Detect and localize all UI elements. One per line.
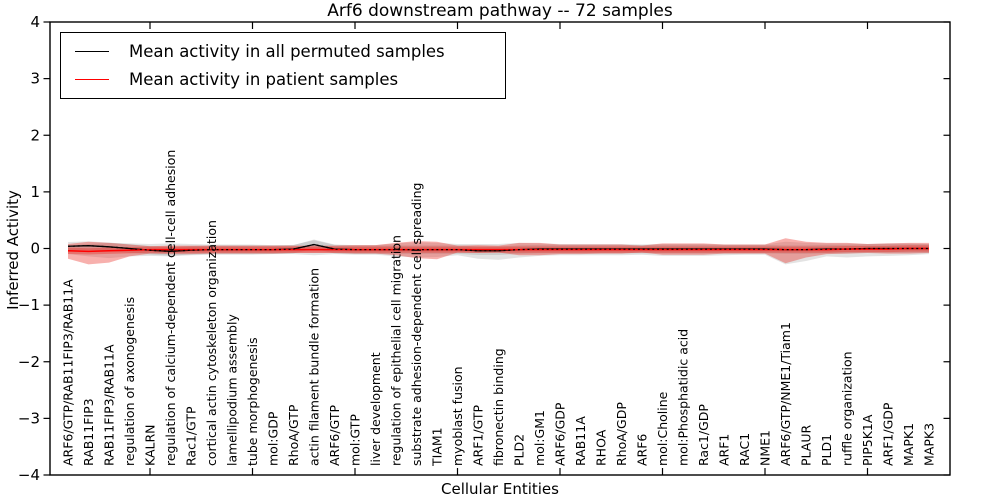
permuted-band-outer — [68, 239, 929, 265]
x-category-label: ARF6/GTP — [327, 405, 342, 466]
x-axis-label: Cellular Entities — [441, 480, 559, 498]
x-category-label: regulation of epithelial cell migration — [389, 235, 404, 466]
x-category-label: lamellipodium assembly — [225, 314, 240, 466]
x-category-label: regulation of axonogenesis — [122, 297, 137, 466]
legend-line-black — [75, 51, 109, 52]
x-category-label: actin filament bundle formation — [307, 268, 322, 466]
x-category-label: ARF6 — [635, 434, 650, 466]
y-tick-label: −1 — [18, 296, 40, 314]
x-category-label: PLD1 — [819, 434, 834, 466]
x-category-label: MAPK1 — [901, 423, 916, 466]
y-tick-label: 2 — [30, 126, 40, 144]
y-tick-label: 4 — [30, 13, 40, 31]
x-category-label: regulation of calcium-dependent cell-cel… — [163, 150, 178, 466]
x-category-label: PLAUR — [799, 425, 814, 466]
x-category-label: KALRN — [143, 424, 158, 466]
x-category-label: liver development — [368, 352, 383, 466]
legend-label-patient: Mean activity in patient samples — [129, 70, 399, 89]
y-tick-label: 1 — [30, 183, 40, 201]
x-category-label: Rac1/GTP — [184, 406, 199, 466]
x-category-label: RHOA — [594, 429, 609, 466]
x-category-label: mol:GDP — [266, 411, 281, 466]
x-category-label: mol:GM1 — [532, 410, 547, 466]
x-category-label: ARF1 — [717, 434, 732, 466]
x-category-label: ARF6/GTP/RAB11FIP3/RAB11A — [61, 279, 76, 466]
x-category-label: mol:GTP — [348, 414, 363, 466]
x-category-label: Rac1/GDP — [696, 404, 711, 466]
x-category-label: TIAM1 — [430, 427, 445, 467]
x-category-label: cortical actin cytoskeleton organization — [204, 220, 219, 466]
x-category-label: ARF6/GTP/NME1/Tiam1 — [778, 322, 793, 466]
y-tick-label: −4 — [18, 466, 40, 484]
legend-line-red — [75, 79, 109, 80]
x-category-label: RAB11FIP3 — [81, 398, 96, 466]
chart-title: Arf6 downstream pathway -- 72 samples — [327, 1, 673, 21]
x-category-label: NME1 — [758, 430, 773, 466]
x-category-label: myoblast fusion — [450, 366, 465, 466]
x-category-label: ARF6/GDP — [553, 402, 568, 466]
x-category-label: RhoA/GTP — [286, 404, 301, 466]
legend-item-patient: Mean activity in patient samples — [75, 70, 491, 89]
permuted-band-core — [68, 240, 929, 256]
x-category-label: RAB11FIP3/RAB11A — [102, 344, 117, 466]
y-tick-label: −3 — [18, 409, 40, 427]
y-tick-label: 0 — [30, 240, 40, 258]
x-category-label: RAB11A — [573, 416, 588, 466]
y-tick-label: −2 — [18, 353, 40, 371]
x-category-label: substrate adhesion-dependent cell spread… — [409, 183, 424, 466]
x-category-label: mol:Phosphatidic acid — [676, 329, 691, 466]
patient-mean-line — [67, 247, 929, 253]
x-category-label: RhoA/GDP — [614, 402, 629, 466]
legend-item-permuted: Mean activity in all permuted samples — [75, 42, 491, 61]
x-category-label: ruffle organization — [840, 351, 855, 466]
y-tick-label: 3 — [30, 70, 40, 88]
x-category-label: PLD2 — [512, 434, 527, 466]
x-category-label: mol:Choline — [655, 391, 670, 466]
x-category-label: MAPK3 — [922, 423, 937, 466]
legend: Mean activity in all permuted samples Me… — [60, 32, 506, 99]
legend-label-permuted: Mean activity in all permuted samples — [129, 42, 445, 61]
x-category-label: PIP5K1A — [860, 414, 875, 466]
x-category-label: RAC1 — [737, 433, 752, 466]
x-category-label: tube morphogenesis — [245, 337, 260, 466]
x-category-label: ARF1/GTP — [471, 405, 486, 466]
x-category-label: fibronectin binding — [491, 348, 506, 466]
y-axis-label: Inferred Activity — [4, 190, 22, 310]
x-category-label: ARF1/GDP — [881, 402, 896, 466]
